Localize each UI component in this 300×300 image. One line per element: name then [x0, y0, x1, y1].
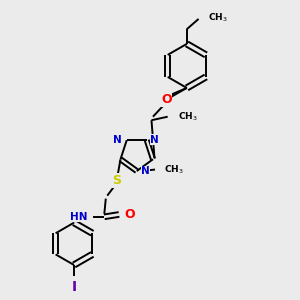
Text: N: N: [150, 135, 159, 145]
Text: I: I: [71, 280, 76, 294]
Text: O: O: [161, 93, 172, 106]
Text: S: S: [112, 174, 122, 187]
Text: N: N: [141, 166, 150, 176]
Text: O: O: [124, 208, 135, 221]
Text: CH$_3$: CH$_3$: [208, 11, 228, 24]
Text: CH$_3$: CH$_3$: [178, 110, 198, 123]
Text: N: N: [113, 135, 122, 145]
Text: HN: HN: [70, 212, 87, 222]
Text: CH$_3$: CH$_3$: [164, 163, 184, 176]
